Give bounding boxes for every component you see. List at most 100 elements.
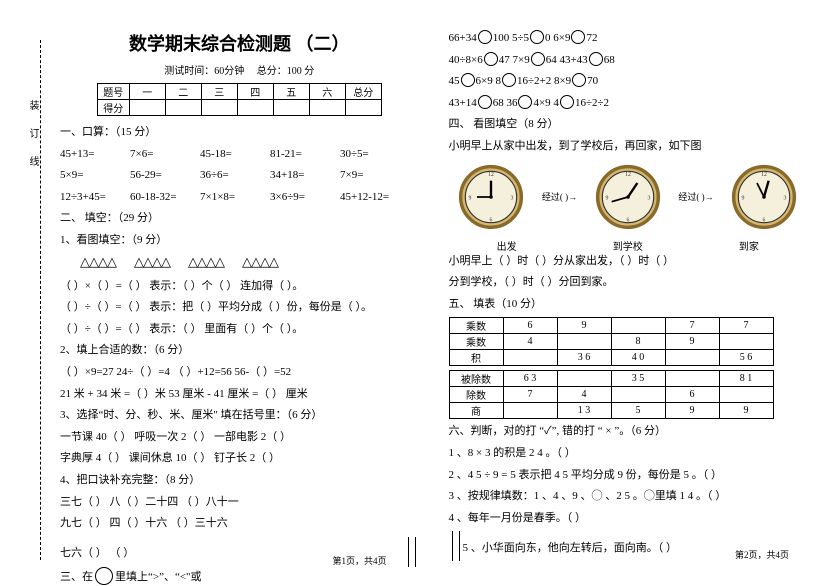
score-cell [345,100,381,116]
score-cell [237,100,273,116]
binding-line [40,40,41,560]
table-cell: 5 [611,403,665,419]
section-4: 四、 看图填空（8 分） [449,116,808,134]
s4-desc: 小明早上从家中出发，到了学校后，再回家，如下图 [449,138,808,156]
blank-line: （ ）÷（ ）=（ ） 表示：把（ ）平均分成（ ）份，每份是（ ）。 [60,299,419,317]
compare-circle-icon [478,30,492,44]
table-cell: 乘数 [449,334,503,350]
score-header-cell: 二 [165,84,201,100]
score-cell [201,100,237,116]
compare-circle-icon [484,52,498,66]
calc-item: 7×1×8= [200,189,270,207]
table-cell [557,371,611,387]
table-cell [719,387,773,403]
div-table: 被除数6 33 58 1除数746商1 3599 [449,370,774,419]
calc-item: 60-18-32= [130,189,200,207]
clock-label: 到家 [739,238,759,253]
rhyme-line: 七六（ ） （ ） [60,545,315,563]
compare-line: 456×9 816÷2+2 8×970 [449,73,808,91]
total-label: 总分：100 分 [257,66,315,77]
table-cell: 5 6 [719,350,773,366]
calc-item: 34+18= [270,167,340,185]
calc-row: 45+13=7×6=45-18=81-21=30÷5= [60,146,419,164]
table-cell [611,387,665,403]
clock-icon: 12369 [593,162,663,232]
fill-line: 21 米 + 34 米 =（ ）米 53 厘米 - 41 厘米 =（ ） 厘米 [60,386,419,404]
table-cell: 7 [719,318,773,334]
svg-text:12: 12 [761,172,767,178]
compare-circle-icon [589,52,603,66]
section-6: 六、判断，对的打 “✓”, 错的打 “ × ”。（6 分） [449,423,808,441]
score-header-cell: 题号 [97,84,129,100]
clock-label: 到学校 [613,238,643,253]
calc-item: 7×6= [130,146,200,164]
table-cell: 7 [503,387,557,403]
table-cell: 4 [557,387,611,403]
score-header-cell: 六 [309,84,345,100]
table-cell: 9 [665,334,719,350]
svg-text:9: 9 [742,195,745,201]
table-cell: 积 [449,350,503,366]
table-cell: 4 [503,334,557,350]
calc-item: 81-21= [270,146,340,164]
table-cell [503,403,557,419]
svg-text:12: 12 [488,172,494,178]
judge-line: 1 、8 × 3 的积是 2 4 。（ ） [449,445,808,463]
table-cell: 1 3 [557,403,611,419]
table-cell [557,334,611,350]
clock-row: 12369 经过( )→ 12369 经过( )→ 12369 [449,162,808,232]
score-header-cell: 四 [237,84,273,100]
compare-circle-icon [571,30,585,44]
compare-circle-icon [560,95,574,109]
calc-item: 5×9= [60,167,130,185]
q2-3: 3、选择“时、分、秒、米、厘米" 填在括号里：（6 分） [60,407,419,425]
calc-item: 45-18= [200,146,270,164]
exam-subtitle: 测试时间：60分钟 总分：100 分 [60,62,419,77]
page-footer: 第1页，共4页 [315,554,405,567]
table-cell: 9 [665,403,719,419]
compare-circle-icon [461,73,475,87]
compare-circle-icon [530,30,544,44]
table-cell: 9 [719,403,773,419]
table-cell [611,318,665,334]
page-divider [452,531,460,561]
table-cell: 7 [665,318,719,334]
score-header-cell: 三 [201,84,237,100]
calc-item: 3×6÷9= [270,189,340,207]
compare-circle-icon [518,95,532,109]
s3-label: 三、在 [60,571,93,583]
calc-block: 45+13=7×6=45-18=81-21=30÷5= 5×9=56-29=36÷… [60,146,419,207]
table-cell: 6 [503,318,557,334]
svg-text:9: 9 [469,195,472,201]
table-cell [719,334,773,350]
svg-text:3: 3 [647,195,650,201]
s4-fill: 分到学校，（ ）时（ ）分回到家。 [449,274,808,292]
svg-text:3: 3 [784,195,787,201]
table-cell: 9 [557,318,611,334]
judge-line: 3 、按规律填数：1 、4 、9 、◯ 、2 5 。◯里填 1 4 。（ ） [449,488,808,506]
section-1: 一、口算：（15 分） [60,124,419,142]
table-cell [665,350,719,366]
calc-row: 5×9=56-29=36÷6=34+18=7×9= [60,167,419,185]
score-header-cell: 五 [273,84,309,100]
exam-title: 数学期末综合检测题 （二） [60,30,419,56]
s3-tail: 里填上“>”、“<"或 [115,571,202,583]
calc-item: 45+13= [60,146,130,164]
right-page: 66+34100 5÷50 6×97240÷8×647 7×964 43+436… [449,30,808,575]
table-cell: 被除数 [449,371,503,387]
table-cell: 4 0 [611,350,665,366]
table-cell: 3 6 [557,350,611,366]
judge-line: 5 、小华面向东，他向左转后，面向南。（ ） [463,540,718,558]
clock-icon: 12369 [456,162,526,232]
table-cell [503,350,557,366]
rhyme-line: 九七（ ） 四（ ）十六 （ ）三十六 [60,515,419,533]
score-cell [309,100,345,116]
calc-item: 45+12-12= [340,189,410,207]
compare-block: 66+34100 5÷50 6×97240÷8×647 7×964 43+436… [449,30,808,112]
calc-item: 12÷3+45= [60,189,130,207]
arrow-label: 经过( )→ [678,190,713,203]
clock-icon: 12369 [729,162,799,232]
mult-table: 乘数6977乘数489积3 64 05 6 [449,317,774,366]
compare-circle-icon [502,73,516,87]
svg-text:6: 6 [626,217,629,223]
